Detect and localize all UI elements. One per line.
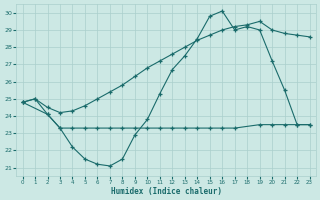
X-axis label: Humidex (Indice chaleur): Humidex (Indice chaleur) bbox=[111, 187, 221, 196]
